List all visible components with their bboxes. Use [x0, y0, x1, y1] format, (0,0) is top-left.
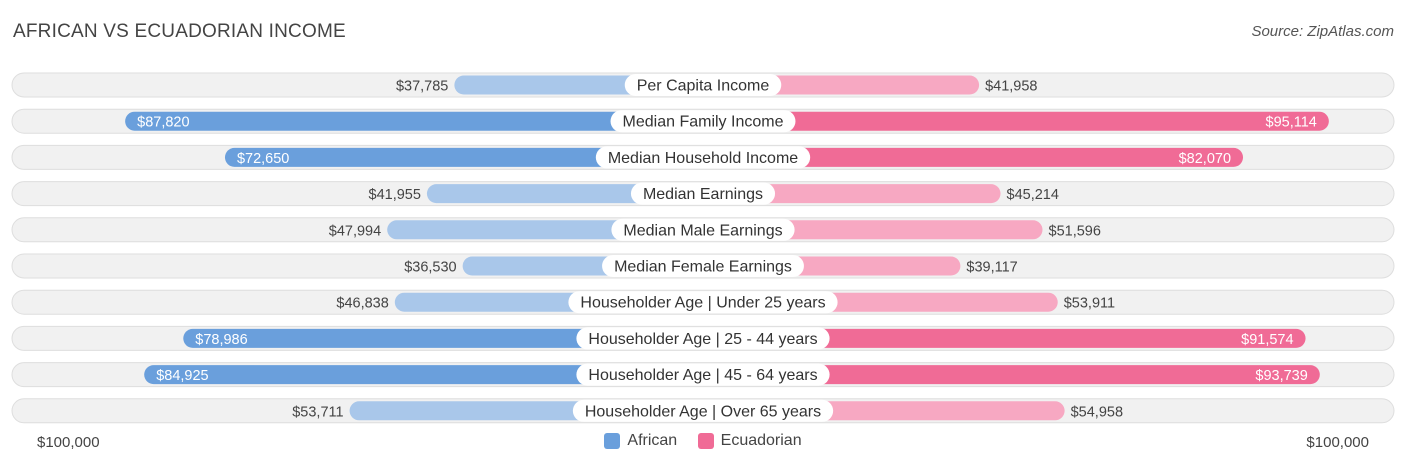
value-label-african: $72,650 [237, 151, 289, 167]
value-label-african: $36,530 [404, 260, 456, 276]
chart-row: $37,785 $41,958 Per Capita Income [11, 72, 1395, 98]
category-pill [576, 363, 830, 386]
value-label-ecuadorian: $39,117 [966, 260, 1017, 276]
category-label: Median Earnings [643, 186, 763, 203]
value-label-african: $84,925 [156, 368, 208, 384]
value-label-african: $47,994 [329, 223, 381, 239]
category-label: Householder Age | Under 25 years [580, 295, 825, 312]
category-label: Median Household Income [608, 150, 798, 167]
axis-left-label: $100,000 [37, 434, 100, 451]
value-label-african: $37,785 [396, 79, 448, 95]
category-pill [602, 255, 804, 277]
chart-row: $84,925 $93,739 Householder Age | 45 - 64 … [11, 362, 1395, 388]
value-label-african: $78,986 [195, 332, 247, 348]
value-label-african: $53,711 [292, 404, 343, 420]
value-label-african: $41,955 [369, 187, 421, 203]
value-label-ecuadorian: $54,958 [1071, 404, 1123, 420]
chart-row: $41,955 $45,214 Median Earnings [11, 181, 1395, 207]
chart-row: $47,994 $51,596 Median Male Earnings [11, 217, 1395, 243]
category-pill [611, 218, 795, 241]
category-label: Householder Age | Over 65 years [585, 403, 821, 420]
legend-item-african: African [604, 432, 677, 450]
legend-item-ecuadorian: Ecuadorian [697, 432, 802, 450]
legend: African Ecuadorian [0, 432, 1406, 454]
chart-row: $36,530 $39,117 Median Female Earnings [11, 253, 1395, 279]
axis-right-label: $100,000 [1306, 434, 1369, 451]
category-label: Per Capita Income [637, 78, 770, 95]
chart-row: $72,650 $82,070 Median Household Income [11, 144, 1395, 170]
category-pill [572, 399, 834, 422]
bar-african [183, 328, 704, 348]
category-label: Householder Age | 45 - 64 years [588, 367, 817, 384]
legend-swatch-ecuadorian [697, 433, 714, 449]
bar-ecuadorian [703, 184, 1001, 204]
bar-african [144, 365, 704, 385]
diverging-bar-chart: $37,785 $41,958 Per Capita Income $87,820 $9… [11, 72, 1395, 424]
legend-label-ecuadorian: Ecuadorian [720, 432, 802, 449]
legend-swatch-african [604, 433, 621, 449]
value-label-ecuadorian: $93,739 [1255, 368, 1307, 384]
bar-ecuadorian [703, 111, 1329, 131]
bar-ecuadorian [703, 328, 1306, 348]
value-label-ecuadorian: $95,114 [1266, 115, 1317, 131]
bar-african [125, 111, 703, 131]
chart-row: $78,986 $91,574 Householder Age | 25 - 44 … [11, 325, 1395, 351]
value-label-ecuadorian: $91,574 [1241, 332, 1293, 348]
category-pill [576, 327, 830, 350]
bar-african [224, 147, 703, 167]
value-label-ecuadorian: $45,214 [1007, 187, 1059, 203]
bar-ecuadorian [703, 365, 1320, 385]
bar-ecuadorian [703, 147, 1244, 167]
category-label: Median Male Earnings [623, 222, 782, 239]
category-pill [624, 74, 782, 96]
chart-title: AFRICAN VS ECUADORIAN INCOME [13, 21, 346, 42]
value-label-ecuadorian: $51,596 [1049, 223, 1101, 239]
source-credit: Source: ZipAtlas.com [1251, 23, 1394, 40]
value-label-african: $46,838 [336, 296, 388, 312]
category-pill [610, 110, 796, 133]
chart-row: $87,820 $95,114 Median Family Income [11, 108, 1395, 134]
legend-label-african: African [627, 432, 678, 449]
category-pill [630, 182, 776, 205]
category-label: Householder Age | 25 - 44 years [588, 331, 817, 348]
value-label-ecuadorian: $82,070 [1179, 151, 1231, 167]
value-label-ecuadorian: $53,911 [1064, 296, 1115, 312]
chart-row: $46,838 $53,911 Householder Age | Under 25… [11, 289, 1395, 315]
category-pill [568, 291, 838, 314]
category-label: Median Female Earnings [614, 259, 792, 276]
category-label: Median Family Income [623, 114, 784, 131]
chart-row: $53,711 $54,958 Householder Age | Over 65 … [11, 398, 1395, 424]
value-label-ecuadorian: $41,958 [985, 79, 1037, 95]
category-pill [595, 146, 811, 169]
value-label-african: $87,820 [137, 115, 189, 131]
